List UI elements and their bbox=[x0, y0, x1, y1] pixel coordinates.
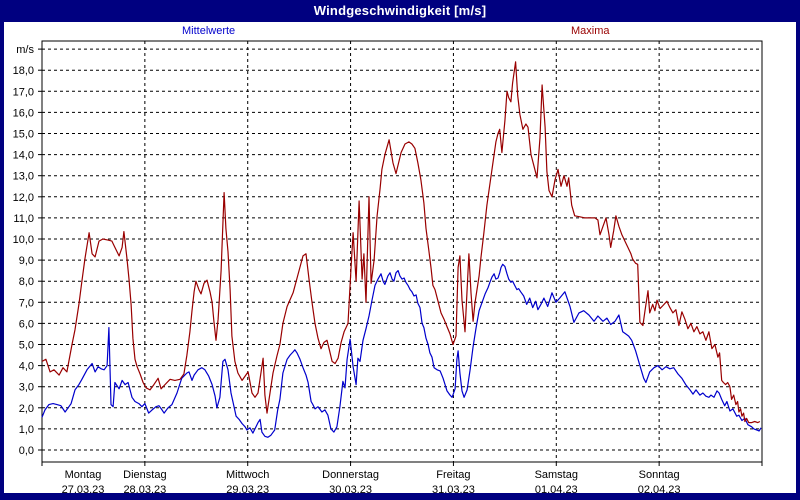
y-axis-tick-label: 8,0 bbox=[19, 276, 34, 288]
y-axis-tick-label: 6,0 bbox=[19, 318, 34, 330]
x-axis-day-label: Samstag bbox=[535, 469, 578, 481]
x-axis-day-label: Montag bbox=[65, 469, 102, 481]
x-axis-date-label: 02.04.23 bbox=[638, 484, 681, 493]
y-axis-tick-label: 10,0 bbox=[13, 234, 34, 246]
y-axis-tick-label: 13,0 bbox=[13, 171, 34, 183]
x-axis-date-label: 27.03.23 bbox=[62, 484, 105, 493]
x-axis-date-label: 29.03.23 bbox=[226, 484, 269, 493]
y-axis-tick-label: 11,0 bbox=[13, 213, 34, 225]
window-title: Windgeschwindigkeit [m/s] bbox=[0, 0, 800, 22]
legend-label-mittelwerte: Mittelwerte bbox=[182, 25, 236, 37]
y-axis-tick-label: 17,0 bbox=[13, 86, 34, 98]
x-axis-day-label: Freitag bbox=[436, 469, 470, 481]
y-axis-tick-label: 16,0 bbox=[13, 107, 34, 119]
y-axis-tick-label: 18,0 bbox=[13, 65, 34, 77]
y-axis-tick-label: 5,0 bbox=[19, 340, 34, 352]
y-axis-tick-label: 7,0 bbox=[19, 297, 34, 309]
y-axis-tick-label: 1,0 bbox=[19, 424, 34, 436]
y-axis-tick-label: 3,0 bbox=[19, 382, 34, 394]
legend-label-maxima: Maxima bbox=[571, 25, 610, 37]
x-axis-day-label: Donnerstag bbox=[322, 469, 379, 481]
x-axis-day-label: Dienstag bbox=[123, 469, 166, 481]
x-axis-day-label: Sonntag bbox=[639, 469, 680, 481]
y-axis-tick-label: 0,0 bbox=[19, 445, 34, 457]
chart-panel: Mittelwerte Maxima 0,0 1,0 2,0 3,0 4,0 5,0 6,0… bbox=[4, 22, 796, 493]
x-axis-date-label: 28.03.23 bbox=[123, 484, 166, 493]
x-axis-date-label: 30.03.23 bbox=[329, 484, 372, 493]
y-axis-tick-label: 14,0 bbox=[13, 150, 34, 162]
y-axis-tick-label: 15,0 bbox=[13, 129, 34, 141]
y-axis-tick-label: 4,0 bbox=[19, 361, 34, 373]
plot-frame bbox=[41, 40, 763, 463]
wind-speed-chart: 0,0 1,0 2,0 3,0 4,0 5,0 6,0 7,0 8,0 9,0 10,0 11,0 12… bbox=[13, 40, 763, 493]
x-axis-day-label: Mittwoch bbox=[226, 469, 269, 481]
y-axis-unit-label: m/s bbox=[16, 44, 34, 56]
y-axis-tick-label: 12,0 bbox=[13, 192, 34, 204]
series-line-maxima bbox=[41, 61, 761, 424]
y-axis-tick-label: 9,0 bbox=[19, 255, 34, 267]
y-axis-tick-label: 2,0 bbox=[19, 403, 34, 415]
x-axis-date-label: 31.03.23 bbox=[432, 484, 475, 493]
series-line-mittelwerte bbox=[41, 263, 762, 438]
x-axis-date-label: 01.04.23 bbox=[535, 484, 578, 493]
